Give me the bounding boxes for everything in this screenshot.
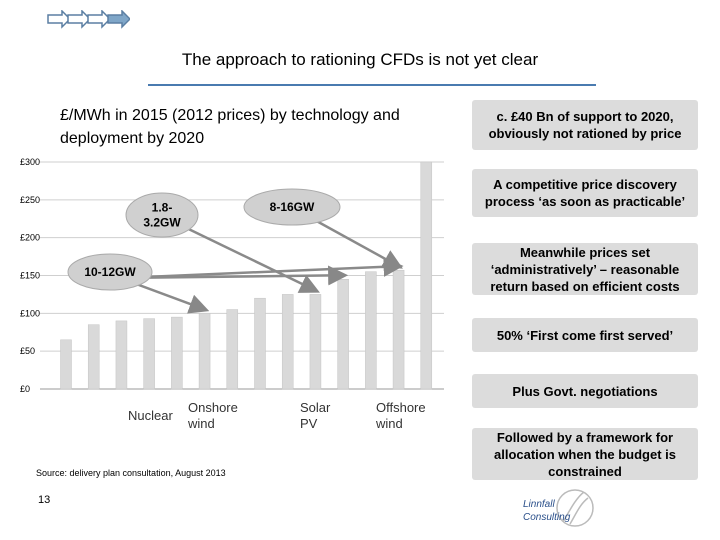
y-tick-label: £300: [20, 157, 40, 167]
pointer-arrow: [119, 256, 404, 280]
y-tick-label: £250: [20, 195, 40, 205]
x-group-label: PV: [300, 416, 318, 431]
slide-title: The approach to rationing CFDs is not ye…: [181, 50, 539, 69]
bar: [115, 320, 128, 390]
bubble-label: 10-12GW: [84, 265, 136, 279]
bar: [281, 294, 294, 390]
bar: [60, 339, 72, 390]
bar: [309, 294, 322, 390]
x-group-label: wind: [375, 416, 403, 431]
x-group-label: Onshore: [188, 400, 238, 415]
linnfall-logo-icon: [556, 489, 594, 527]
arrows-icon: [47, 10, 130, 29]
side-box-first-come: 50% ‘First come first served’: [472, 318, 698, 352]
bar: [198, 313, 211, 390]
chart-subtitle: £/MWh in 2015 (2012 prices) by technolog…: [60, 107, 400, 147]
bar: [254, 297, 266, 390]
logo-line-2: Consulting: [523, 512, 571, 523]
deployment-bubble: [243, 188, 341, 226]
source-note: Source: delivery plan consultation, Augu…: [36, 468, 226, 478]
y-tick-label: £150: [20, 271, 40, 281]
logo-text: Linnfall Consulting: [523, 498, 570, 524]
y-tick-label: £0: [20, 384, 30, 394]
logo-line-1: Linnfall: [523, 499, 555, 510]
side-box-negotiations: Plus Govt. negotiations: [472, 374, 698, 408]
bar: [365, 271, 377, 390]
y-tick-label: £100: [20, 308, 40, 318]
bar: [143, 318, 155, 390]
bubble-label: 1.8-: [152, 201, 173, 215]
x-group-label: Nuclear: [128, 408, 173, 423]
bar: [87, 324, 100, 390]
pointer-arrow: [171, 219, 320, 293]
bar-chart: £0 £50 £100 £150 £200 £250 £300 10-12GW 1.8-3.2…: [20, 157, 444, 431]
y-tick-label: £200: [20, 233, 40, 243]
side-box-price-discovery: A competitive price discovery process ‘a…: [472, 169, 698, 217]
title-divider: [148, 84, 596, 86]
y-tick-label: £50: [20, 346, 35, 356]
deployment-bubble: [125, 192, 199, 238]
x-group-label: Solar: [300, 400, 331, 415]
page-number: 13: [38, 494, 51, 506]
bubble-label: 8-16GW: [270, 200, 315, 214]
bar: [171, 316, 183, 390]
bubble-label: 3.2GW: [143, 216, 181, 230]
bar: [226, 309, 239, 390]
bar: [392, 269, 405, 390]
bar: [420, 161, 433, 390]
side-box-support: c. £40 Bn of support to 2020, obviously …: [472, 100, 698, 150]
x-group-label: wind: [187, 416, 215, 431]
x-group-label: Offshore: [376, 400, 426, 415]
side-box-administrative: Meanwhile prices set ‘administratively’ …: [472, 243, 698, 295]
bar: [337, 279, 349, 390]
deployment-bubble: [67, 253, 153, 291]
side-box-framework: Followed by a framework for allocation w…: [472, 428, 698, 480]
